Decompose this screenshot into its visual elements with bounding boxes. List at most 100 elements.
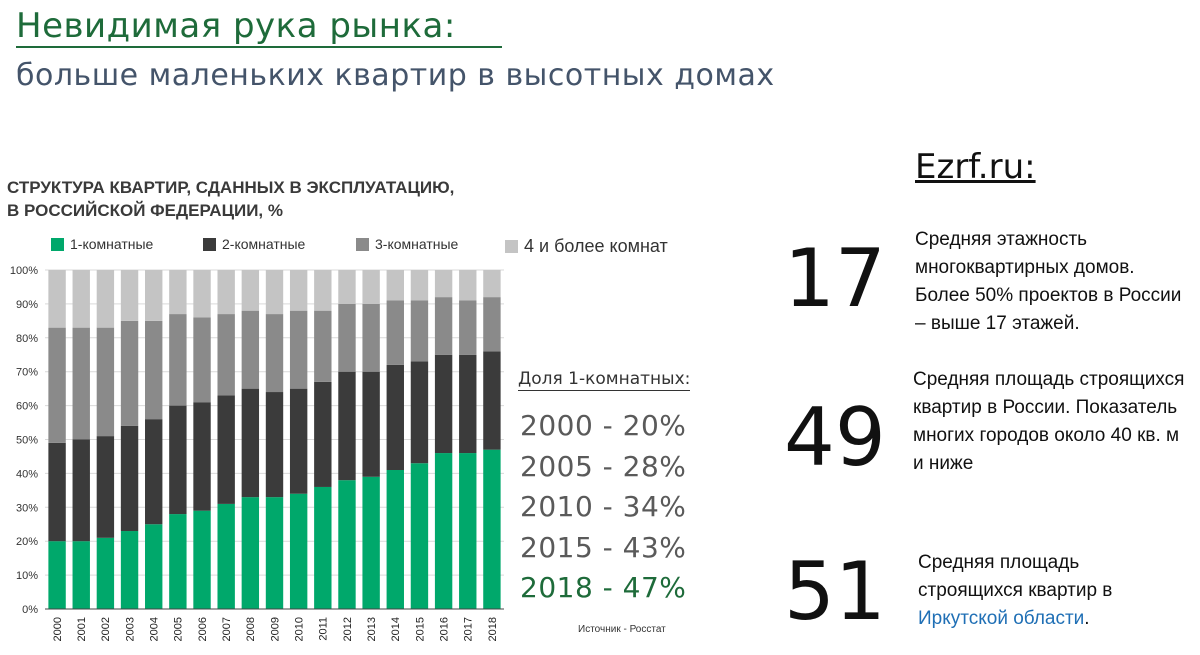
share-item-2018: 2018 - 47% [520, 571, 687, 604]
bar-segment [217, 314, 235, 396]
x-tick-label: 2011 [318, 617, 330, 641]
bar-segment [434, 270, 453, 298]
x-tick-label: 2017 [463, 617, 475, 641]
x-tick-label: 2000 [52, 617, 64, 641]
y-tick-label: 30% [16, 502, 38, 514]
bar-segment [96, 537, 115, 609]
bar-segment [434, 453, 453, 609]
legend-item-2-room: 2-комнатные [203, 236, 305, 252]
x-tick-label: 2004 [149, 617, 161, 641]
bar-segment [145, 524, 163, 609]
bar-segment [410, 463, 429, 609]
y-tick-label: 80% [16, 333, 38, 345]
bar-segment [72, 270, 90, 328]
legend-swatch [356, 237, 369, 251]
bar-segment [386, 470, 404, 609]
bar-segment [483, 351, 501, 450]
bar-segment [314, 381, 332, 487]
bar-segment [483, 270, 501, 298]
legend-label: 4 и более комнат [524, 236, 668, 256]
bar-segment [120, 320, 139, 426]
bar-segment [386, 270, 404, 301]
share-item-2015: 2015 - 43% [520, 530, 687, 564]
bar-segment [483, 297, 501, 352]
y-tick-label: 0% [22, 604, 38, 616]
bar-segment [72, 541, 90, 609]
bar-segment [289, 388, 308, 494]
bar-segment [410, 270, 429, 301]
bar-segment [217, 395, 235, 504]
bar-segment [410, 361, 429, 464]
bar-segment [314, 310, 332, 382]
stat-text-area-russia: Средняя площадь строящихся квартир в Рос… [913, 369, 1185, 474]
x-tick-label: 2008 [245, 617, 257, 641]
x-tick-label: 2012 [342, 617, 354, 641]
bar-segment [362, 270, 380, 304]
bar-segment [193, 402, 211, 511]
x-tick-label: 2006 [197, 617, 209, 641]
bar-segment [48, 327, 66, 443]
chart-source: Источник - Росстат [578, 624, 666, 635]
legend-item-3-room: 3-комнатные [356, 236, 458, 252]
bar-segment [386, 364, 404, 471]
bar-segment [169, 514, 187, 609]
bar-segment [145, 320, 163, 420]
legend-label: 2-комнатные [222, 236, 306, 252]
bar-segment [241, 497, 260, 609]
bar-segment [241, 270, 260, 311]
bar-segment [193, 270, 211, 318]
bar-segment [193, 317, 211, 403]
legend-item-1-room: 1-комнатные [51, 236, 153, 252]
bar-segment [72, 439, 90, 542]
legend-label: 3-комнатные [375, 236, 459, 252]
legend-item-4-plus-room: 4 и более комнат [505, 236, 668, 257]
bar-segment [483, 449, 501, 609]
bar-segment [169, 270, 187, 315]
bar-segment [434, 297, 453, 355]
share-item-2005: 2005 - 28% [520, 449, 687, 483]
bar-segment [217, 503, 235, 609]
bar-segment [265, 497, 284, 609]
x-tick-label: 2013 [366, 617, 378, 641]
share-item-2000: 2000 - 20% [520, 409, 687, 442]
bar-segment [459, 270, 477, 301]
bar-segment [289, 310, 308, 389]
x-tick-label: 2015 [414, 617, 426, 641]
bar-segment [193, 510, 211, 609]
bar-segment [289, 270, 308, 311]
y-tick-label: 40% [16, 468, 38, 480]
stat-number-area-irkutsk: 51 [784, 545, 886, 638]
stat-text-area-irkutsk: Средняя площадь строящихся квартир в Ирк… [918, 549, 1158, 633]
y-tick-label: 100% [10, 265, 38, 277]
bar-segment [169, 405, 187, 515]
x-tick-label: 2018 [487, 617, 499, 641]
x-tick-label: 2007 [221, 617, 233, 641]
bar-segment [314, 270, 332, 311]
y-tick-label: 90% [16, 299, 38, 311]
bar-segment [145, 419, 163, 525]
site-name: Ezrf.ru: [915, 147, 1036, 187]
x-tick-label: 2003 [124, 617, 136, 641]
share-heading: Доля 1-комнатных: [518, 369, 691, 391]
legend-swatch [203, 237, 216, 251]
bar-segment [459, 453, 477, 609]
bar-segment [96, 327, 115, 437]
y-tick-label: 50% [16, 435, 38, 447]
legend-label: 1-комнатные [70, 236, 154, 252]
irkutsk-region-link[interactable]: Иркутской области [918, 608, 1085, 629]
bar-segment [434, 354, 453, 454]
share-list: 2000 - 20% 2005 - 28% 2010 - 34% 2015 - … [520, 406, 686, 609]
y-tick-label: 20% [16, 536, 38, 548]
bar-segment [386, 300, 404, 365]
legend-swatch [51, 237, 64, 251]
bar-segment [338, 480, 356, 609]
share-item-2010: 2010 - 34% [520, 490, 687, 523]
bar-segment [459, 300, 477, 355]
bar-segment [410, 300, 429, 362]
bar-segment [265, 392, 284, 498]
bar-segment [265, 314, 284, 393]
x-tick-label: 2001 [76, 617, 88, 641]
x-tick-label: 2016 [438, 617, 450, 641]
bar-segment [217, 270, 235, 315]
stacked-bar-chart: 0% 10% 20% 30% 40% 50% 60% 70% 80% 90% 100% 2000 200… [10, 265, 504, 641]
